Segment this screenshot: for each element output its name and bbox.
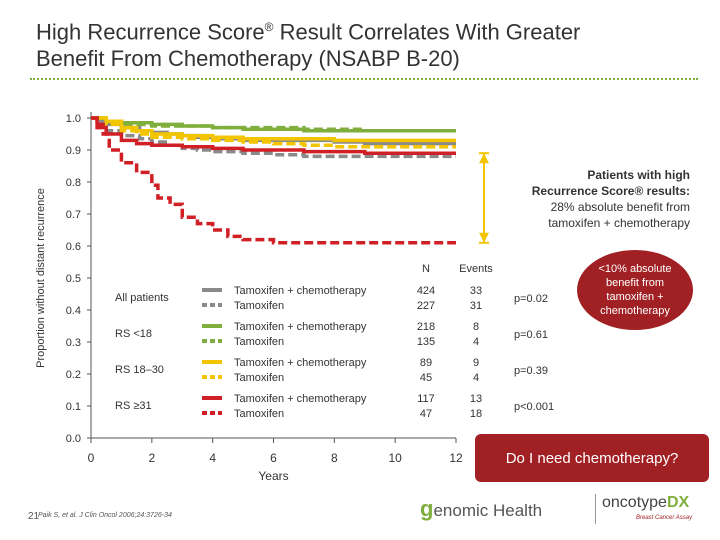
km-curve-5	[91, 116, 456, 143]
km-curve-2	[91, 116, 456, 159]
page-number: 21	[28, 511, 40, 522]
y-tick-label: 0.7	[66, 209, 81, 221]
logo-divider	[595, 494, 596, 524]
legend-events-value: 18	[470, 408, 482, 420]
legend-events-value: 4	[473, 336, 479, 348]
km-curve-3	[91, 116, 456, 133]
legend-p-value: p=0.02	[514, 293, 548, 305]
x-tick-label: 8	[331, 451, 338, 465]
title-part: High Recurrence Score	[36, 19, 265, 45]
title-part: Result Correlates With Greater	[273, 19, 581, 45]
y-tick-label: 0.1	[66, 401, 81, 413]
y-tick-label: 0.0	[66, 433, 81, 445]
title-registered: ®	[264, 20, 274, 34]
legend-arm-label: Tamoxifen + chemotherapy	[234, 357, 367, 369]
chemotherapy-question-box: Do I need chemotherapy?	[475, 434, 709, 482]
y-tick-label: 0.4	[66, 305, 81, 317]
low-rs-callout: <10% absolute benefit from tamoxifen + c…	[598, 263, 672, 317]
x-tick-label: 0	[88, 451, 95, 465]
high-rs-callout: Patients with high Recurrence Score® res…	[500, 167, 690, 231]
x-axis-label: Years	[258, 469, 288, 483]
benefit-arrow-head-up	[479, 153, 489, 164]
logo-text: oncotype	[602, 494, 667, 511]
km-curve-8	[91, 116, 456, 245]
legend-n-value: 424	[417, 285, 435, 297]
title-divider	[30, 78, 698, 80]
low-rs-callout-bubble	[577, 250, 693, 330]
x-tick-label: 10	[388, 451, 402, 465]
x-tick-label: 6	[270, 451, 277, 465]
benefit-arrow-head-down	[479, 232, 489, 243]
table-header-n: N	[422, 263, 430, 275]
legend-n-value: 218	[417, 321, 435, 333]
callout-line: 28% absolute benefit from	[550, 200, 690, 214]
slide-title: High Recurrence Score® Result Correlates…	[36, 14, 696, 72]
citation: Paik S, et al. J Clin Oncol 2006;24:3726…	[38, 512, 172, 519]
legend-group-label: RS <18	[115, 328, 152, 340]
legend-arm-label: Tamoxifen + chemotherapy	[234, 393, 367, 405]
legend-arm-label: Tamoxifen	[234, 372, 284, 384]
legend-arm-label: Tamoxifen	[234, 336, 284, 348]
legend-events-value: 31	[470, 300, 482, 312]
logo-dx: DX	[666, 494, 690, 511]
legend-events-value: 33	[470, 285, 482, 297]
legend-group-label: RS 18–30	[115, 364, 164, 376]
legend-group-label: RS ≥31	[115, 400, 152, 412]
callout-line: Recurrence Score® results:	[531, 184, 690, 198]
x-tick-label: 4	[209, 451, 216, 465]
legend-n-value: 89	[420, 357, 432, 369]
legend-arm-label: Tamoxifen + chemotherapy	[234, 285, 367, 297]
legend-events-value: 9	[473, 357, 479, 369]
legend-p-value: p=0.61	[514, 329, 548, 341]
y-tick-label: 0.8	[66, 177, 81, 189]
y-tick-label: 0.2	[66, 369, 81, 381]
x-tick-label: 2	[148, 451, 155, 465]
legend-p-value: p=0.39	[514, 365, 548, 377]
table-header-events: Events	[459, 263, 493, 275]
legend-arm-label: Tamoxifen	[234, 300, 284, 312]
legend-n-value: 135	[417, 336, 435, 348]
y-tick-label: 0.5	[66, 273, 81, 285]
y-tick-label: 1.0	[66, 113, 81, 125]
genomic-health-logo: genomic Health	[420, 496, 542, 522]
callout-line: tamoxifen + chemotherapy	[548, 216, 690, 230]
y-tick-label: 0.6	[66, 241, 81, 253]
km-curve-6	[91, 116, 456, 149]
y-tick-label: 0.3	[66, 337, 81, 349]
logo-g: g	[420, 496, 434, 521]
title-line2: Benefit From Chemotherapy (NSABP B-20)	[36, 46, 460, 72]
legend-arm-label: Tamoxifen + chemotherapy	[234, 321, 367, 333]
legend-group-label: All patients	[115, 292, 169, 304]
legend-events-value: 8	[473, 321, 479, 333]
legend-n-value: 227	[417, 300, 435, 312]
legend-n-value: 45	[420, 372, 432, 384]
logo-text: enomic Health	[433, 501, 543, 520]
oncotype-dx-logo: oncotypeDX	[602, 494, 689, 512]
legend-events-value: 4	[473, 372, 479, 384]
y-axis-label: Proportion without distant recurrence	[35, 188, 47, 368]
legend-n-value: 117	[417, 393, 435, 405]
legend-n-value: 47	[420, 408, 432, 420]
legend-arm-label: Tamoxifen	[234, 408, 284, 420]
y-tick-label: 0.9	[66, 145, 81, 157]
legend-events-value: 13	[470, 393, 482, 405]
logo-tagline: Breast Cancer Assay	[636, 515, 693, 521]
callout-line: Patients with high	[587, 168, 690, 182]
x-tick-label: 12	[449, 451, 463, 465]
legend-p-value: p<0.001	[514, 401, 554, 413]
